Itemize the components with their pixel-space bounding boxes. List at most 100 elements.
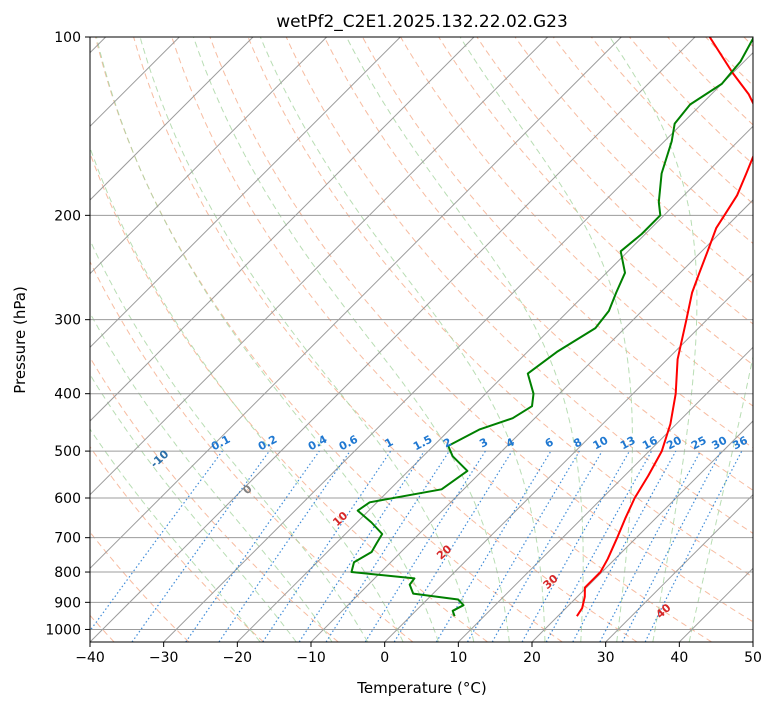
mixing-ratio-line <box>298 450 425 642</box>
y-tick-label: 600 <box>54 491 81 507</box>
y-tick-label: 800 <box>54 565 81 581</box>
isotherm-line <box>90 37 328 275</box>
y-tick-label: 900 <box>54 595 81 611</box>
isotherm-line <box>90 37 696 642</box>
moist-adiabat <box>259 37 546 642</box>
x-tick-label: −20 <box>223 650 253 666</box>
dry-adiabat <box>361 37 753 449</box>
moist-adiabat <box>90 239 369 642</box>
mixing-ratio-line <box>131 450 270 642</box>
mixing-ratio-label: 0.4 <box>306 433 330 454</box>
grid-layer <box>90 24 775 642</box>
isotherm-line <box>90 37 622 570</box>
mixing-ratio-line <box>393 450 513 642</box>
y-axis-label: Pressure (hPa) <box>11 286 29 394</box>
mixing-ratio-line <box>364 450 486 642</box>
y-tick-label: 700 <box>54 531 81 547</box>
x-tick-label: 40 <box>670 650 688 666</box>
dry-adiabat <box>438 37 753 366</box>
dry-adiabat <box>285 37 753 534</box>
dry-adiabat <box>94 37 563 642</box>
mixing-ratio-label: 1 <box>383 435 396 450</box>
mixing-ratio-line <box>185 450 320 642</box>
isotherm-line <box>90 37 401 349</box>
mixing-ratio-label: 13 <box>618 434 638 453</box>
y-tick-label: 100 <box>54 30 81 46</box>
isotherm-line <box>678 567 753 642</box>
isotherm-line <box>752 641 753 642</box>
moist-adiabat <box>90 311 333 642</box>
mixing-ratio-line <box>572 450 677 642</box>
dewpoint-profile <box>350 37 753 617</box>
moist-adiabat <box>90 373 297 642</box>
dry-adiabat-label: 40 <box>653 601 673 621</box>
dry-adiabat <box>247 37 753 578</box>
x-tick-label: 10 <box>449 650 467 666</box>
dry-adiabat-label: 0 <box>240 482 255 497</box>
mixing-ratio-label: 30 <box>710 434 730 453</box>
isotherm-line <box>531 420 753 642</box>
isotherm-line <box>310 199 753 642</box>
dry-adiabat <box>133 37 638 642</box>
mixing-ratio-line <box>218 450 351 642</box>
mixing-ratio-label: 16 <box>640 434 660 453</box>
dry-adiabat-label: 30 <box>541 572 561 592</box>
mixing-ratio-label: 3 <box>477 435 490 450</box>
moist-adiabat <box>90 146 404 642</box>
mixing-ratio-line <box>545 450 653 642</box>
dry-adiabat <box>90 151 488 642</box>
mixing-ratio-label: 6 <box>543 435 556 450</box>
y-tick-label: 400 <box>54 387 81 403</box>
mixing-ratio-label: 36 <box>730 434 750 453</box>
chart-title: wetPf2_C2E1.2025.132.22.02.G23 <box>276 12 568 32</box>
isotherm-line <box>90 37 475 422</box>
x-tick-label: −40 <box>75 650 105 666</box>
y-tick-label: 300 <box>54 313 81 329</box>
dry-adiabat <box>90 356 339 642</box>
mixing-ratio-label: 25 <box>689 434 709 453</box>
moist-adiabat <box>346 37 584 642</box>
x-tick-label: 50 <box>744 650 762 666</box>
x-tick-label: −30 <box>149 650 179 666</box>
mixing-ratio-line <box>90 450 223 632</box>
dry-adiabat-label: 20 <box>434 542 454 562</box>
moist-adiabat <box>688 354 753 642</box>
x-tick-label: 30 <box>597 650 615 666</box>
dry-adiabat <box>90 260 414 642</box>
mixing-ratio-line <box>599 450 702 642</box>
temperature-profile <box>576 37 753 617</box>
x-tick-label: 0 <box>380 650 389 666</box>
isotherm-line <box>236 125 753 642</box>
moist-adiabat <box>139 37 475 642</box>
dry-adiabat <box>705 37 753 87</box>
mixing-ratio-line <box>521 450 631 642</box>
mixing-ratio-label: 20 <box>664 434 684 453</box>
plot-frame <box>89 36 754 643</box>
dry-adiabat <box>666 37 753 126</box>
series-layer <box>350 37 753 617</box>
line-label-layer: 0.1 0.2 0.4 0.6 1 1.5 2 3 4 6 8 10 13 16 20 25 30 36-1001… <box>148 433 750 622</box>
mixing-ratio-line <box>325 450 450 642</box>
dry-adiabat <box>769 24 775 642</box>
dry-adiabat <box>323 37 753 491</box>
dry-adiabat <box>400 37 753 407</box>
dry-adiabat <box>209 37 753 623</box>
x-tick-label: 20 <box>523 650 541 666</box>
mixing-ratio-line <box>644 450 743 642</box>
mixing-ratio-line <box>262 450 392 642</box>
isotherm-line <box>384 272 753 642</box>
isotherm-line <box>457 346 753 642</box>
moist-adiabat <box>90 428 261 642</box>
mixing-ratio-label: 1.5 <box>411 433 434 454</box>
isotherm-line <box>605 493 753 642</box>
x-tick-label: −10 <box>296 650 326 666</box>
mixing-ratio-label: 0.1 <box>209 433 232 454</box>
y-tick-label: 200 <box>54 208 81 224</box>
mixing-ratio-label: 8 <box>571 435 584 450</box>
moist-adiabat <box>96 37 439 642</box>
moist-adiabat <box>459 37 633 642</box>
mixing-ratio-label: 10 <box>591 434 611 453</box>
dry-adiabat <box>590 37 753 205</box>
x-axis-label: Temperature (°C) <box>356 679 486 697</box>
